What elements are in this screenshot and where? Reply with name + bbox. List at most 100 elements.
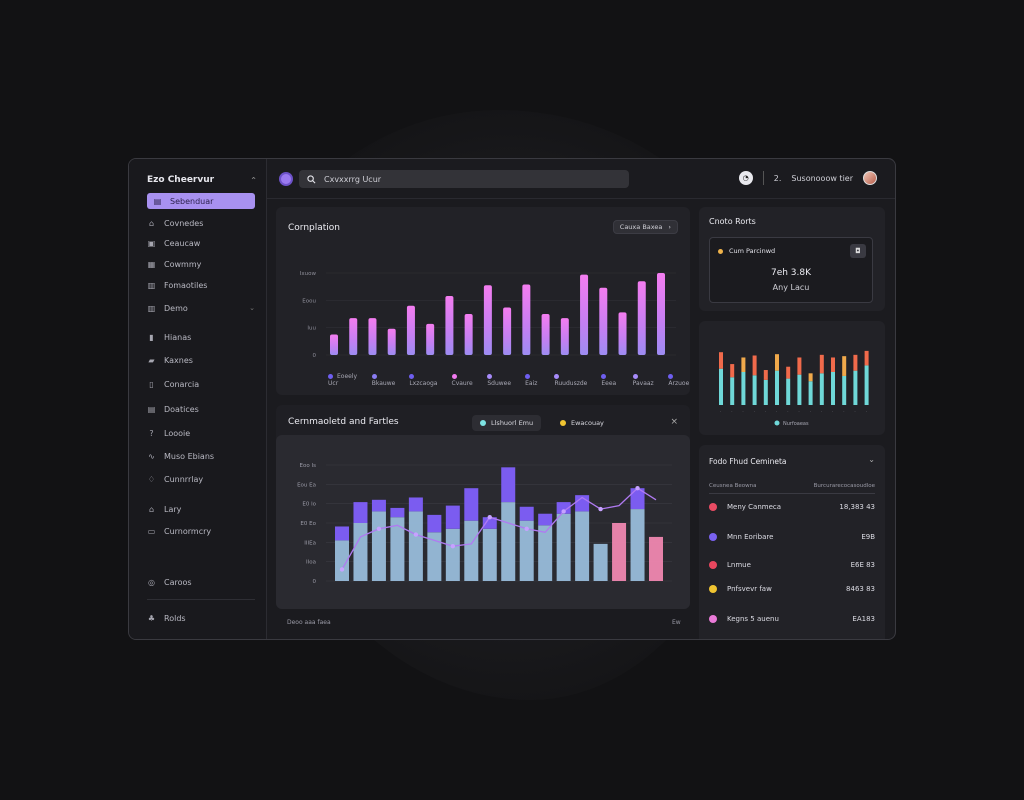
main-chart-filter-button[interactable]: Cauxa Baxea › [612, 220, 678, 234]
stack-bar-top[interactable] [741, 357, 746, 372]
bar-top[interactable] [427, 514, 442, 533]
line-point[interactable] [450, 544, 456, 549]
close-icon[interactable]: × [670, 417, 678, 427]
stack-bar-base[interactable] [786, 378, 791, 405]
bar[interactable] [349, 318, 358, 355]
list-item[interactable]: Pnfsvevr faw 8463 83 [709, 583, 875, 595]
bar[interactable] [483, 285, 492, 355]
bar[interactable] [522, 284, 531, 355]
stack-bar-base[interactable] [752, 375, 757, 405]
sidebar-item-covnedes[interactable]: ⌂ Covnedes [147, 215, 255, 231]
bar[interactable] [599, 287, 608, 355]
bar[interactable] [580, 274, 589, 355]
user-label[interactable]: Susonooow tier [791, 173, 853, 183]
stack-bar-base[interactable] [797, 374, 802, 405]
bar[interactable] [445, 295, 454, 355]
kpi-menu-icon[interactable]: ◘ [850, 244, 866, 258]
line-point[interactable] [561, 509, 566, 514]
line-point[interactable] [413, 532, 419, 537]
bar[interactable] [445, 528, 460, 581]
list-item[interactable]: Lnmue E6E 83 [709, 559, 875, 571]
bar[interactable] [464, 520, 479, 581]
bar-top[interactable] [538, 513, 553, 526]
bar[interactable] [649, 536, 663, 581]
bar[interactable] [541, 314, 550, 355]
stack-bar-base[interactable] [831, 372, 835, 405]
line-point[interactable] [376, 526, 382, 531]
sidebar-item-cunnrrlay[interactable]: ♢ Cunnrrlay [147, 471, 255, 487]
bar[interactable] [426, 323, 435, 355]
stack-bar-base[interactable] [775, 370, 779, 405]
bar[interactable] [556, 513, 571, 581]
bar-top[interactable] [353, 502, 368, 523]
bar-top[interactable] [556, 502, 571, 514]
sidebar-item-cowmmy[interactable]: ▦ Cowmmy [147, 256, 255, 272]
notification-bell-icon[interactable]: ◔ [738, 171, 753, 185]
stack-bar-top[interactable] [853, 354, 858, 371]
stack-bar-base[interactable] [719, 368, 723, 405]
sidebar-item-caroos[interactable]: ◎ Caroos [147, 574, 255, 590]
stack-bar-base[interactable] [864, 365, 869, 405]
bar[interactable] [353, 523, 368, 581]
list-item[interactable]: Mnn Eoribare E9B [709, 531, 875, 543]
line-point[interactable] [524, 526, 529, 531]
stack-bar-top[interactable] [864, 350, 869, 366]
bar[interactable] [657, 273, 665, 355]
stack-bar-top[interactable] [730, 364, 735, 378]
combined-footer-right[interactable]: Ew [672, 619, 681, 626]
bar[interactable] [464, 314, 473, 355]
sidebar-item-demo[interactable]: ▥ Demo ⌄ [147, 300, 255, 316]
sidebar-item-rolds[interactable]: ♣ Rolds [147, 610, 255, 626]
list-item[interactable]: Meny Canmeca 18,383 43 [709, 501, 875, 513]
bar-top[interactable] [464, 488, 479, 521]
bar[interactable] [335, 540, 349, 581]
sidebar-item-loooie[interactable]: ? Loooie [147, 425, 255, 441]
toggle-series-2[interactable]: Ewacouay [552, 415, 612, 431]
stack-bar-top[interactable] [775, 354, 779, 371]
bar[interactable] [482, 528, 497, 581]
stack-bar-top[interactable] [819, 354, 824, 374]
sidebar-item-fomaotiles[interactable]: ▥ Fomaotiles [147, 277, 255, 293]
search-input[interactable]: Cxvxxrrg Ucur [299, 170, 629, 188]
stack-bar-top[interactable] [797, 357, 802, 375]
list-item[interactable]: Kegns 5 auenu EA183 [709, 613, 875, 625]
line-point[interactable] [598, 506, 603, 512]
stack-bar-top[interactable] [786, 366, 791, 379]
bar-top[interactable] [408, 497, 423, 512]
bar[interactable] [538, 525, 553, 581]
bar[interactable] [501, 502, 516, 581]
bar[interactable] [503, 307, 512, 355]
bar[interactable] [406, 305, 415, 355]
bar-top[interactable] [519, 506, 534, 521]
sidebar-item-lary[interactable]: ⌂ Lary [147, 501, 255, 517]
sidebar-item-conarcia[interactable]: ▯ Conarcia [147, 376, 255, 392]
bar[interactable] [390, 517, 405, 581]
line-point[interactable] [635, 486, 640, 491]
sidebar-item-hianas[interactable]: ▮ Hianas [147, 329, 255, 345]
bar-top[interactable] [371, 499, 386, 512]
kpi-card[interactable]: Cum Parcinwd ◘ 7eh 3.8K Any Lacu [709, 237, 873, 303]
bar[interactable] [593, 543, 608, 581]
avatar[interactable] [863, 171, 877, 185]
bar[interactable] [575, 511, 590, 581]
stack-bar-base[interactable] [730, 377, 735, 405]
bar[interactable] [408, 511, 423, 581]
bar-top[interactable] [482, 517, 497, 529]
sidebar-item-kaxnes[interactable]: ▰ Kaxnes [147, 352, 255, 368]
bar[interactable] [618, 312, 627, 355]
stack-bar-top[interactable] [808, 373, 813, 382]
sidebar-item-curnormcry[interactable]: ▭ Curnormcry [147, 523, 255, 539]
bar-top[interactable] [630, 488, 645, 510]
stack-bar-top[interactable] [752, 355, 757, 376]
bar[interactable] [637, 281, 646, 355]
stack-bar-base[interactable] [741, 372, 746, 405]
bar[interactable] [427, 532, 442, 581]
bar[interactable] [368, 318, 377, 355]
stack-bar-base[interactable] [819, 373, 824, 405]
line-point[interactable] [487, 515, 492, 520]
toggle-series-1[interactable]: Llshuorl Emu [472, 415, 542, 431]
bar-top[interactable] [445, 505, 460, 529]
sidebar-item-ceaucaw[interactable]: ▣ Ceaucaw [147, 235, 255, 251]
sidebar-item-sebenduar[interactable]: ▤ Sebenduar [147, 193, 255, 209]
stack-bar-top[interactable] [842, 356, 847, 376]
